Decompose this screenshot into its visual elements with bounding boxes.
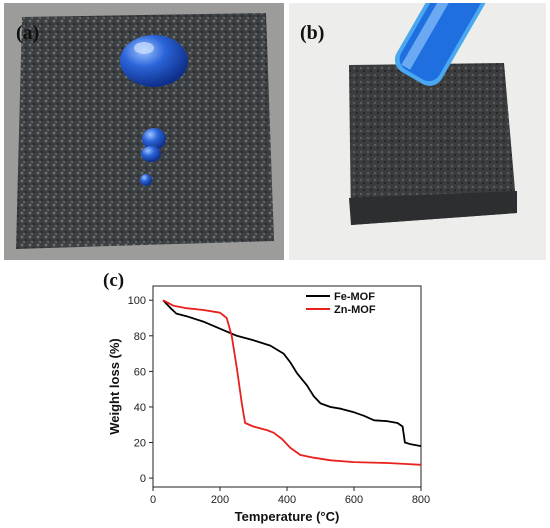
x-tick-label: 0 [150,494,156,506]
series-line-zn-mof [162,299,422,466]
y-axis-title: Weight loss (%) [107,338,122,435]
y-tick-label: 80 [134,331,146,343]
panel-label-c: (c) [103,270,125,291]
x-tick-label: 200 [211,494,229,506]
x-tick-label: 400 [278,494,296,506]
chart-series-lines [162,299,422,466]
x-tick-label: 800 [412,494,430,506]
panel-label-b: (b) [300,22,325,44]
chart-axes: 0 200 400 600 800 0 20 40 60 80 100 [128,285,430,506]
photo-sponge-droplets [4,3,284,260]
plot-frame [152,285,422,488]
y-tick-label: 0 [140,473,146,485]
y-tick-label: 60 [134,366,146,378]
series-line-fe-mof [162,299,422,447]
x-axis-title: Temperature (°C) [235,509,340,524]
y-tick-label: 40 [134,402,146,414]
y-tick-label: 20 [134,438,146,450]
legend-label-zn-mof: Zn-MOF [334,304,376,316]
panel-label-a: (a) [16,22,40,44]
x-tick-label: 600 [345,494,363,506]
tga-chart-panel: (c) 0 200 400 600 800 0 20 40 60 80 100 Fe-MOF Zn-M… [0,262,550,528]
legend-label-fe-mof: Fe-MOF [334,291,375,303]
photo-sponge-tube [289,3,546,260]
y-tick-label: 100 [128,295,146,307]
